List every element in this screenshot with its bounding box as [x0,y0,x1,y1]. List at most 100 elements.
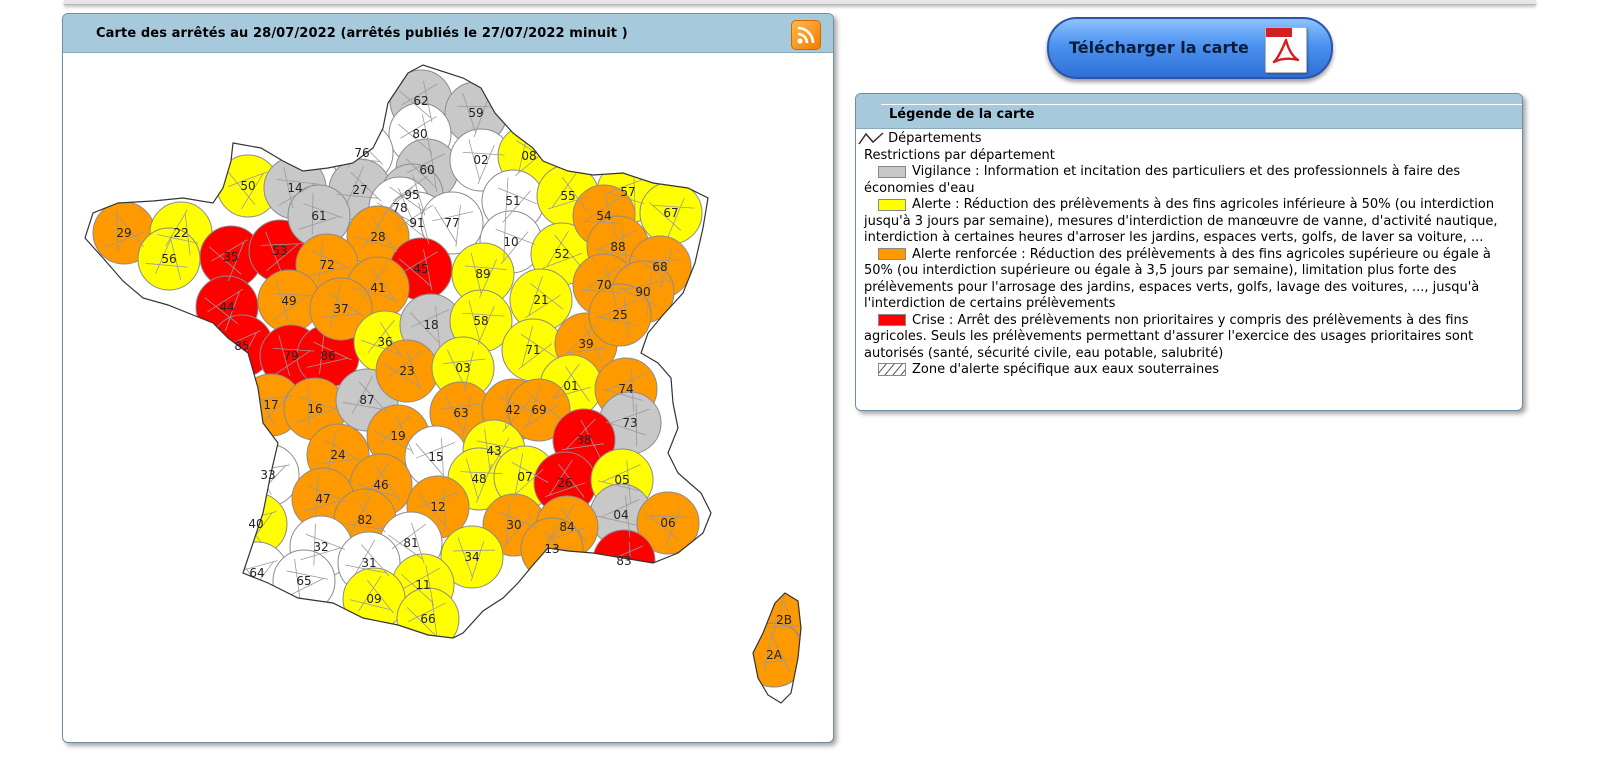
department-code-label: 2B [776,613,792,627]
basin-boundary-line [430,150,438,193]
basin-boundary-line [584,266,620,291]
basin-boundary-line [406,607,438,638]
basin-boundary-line [503,514,532,547]
department-code-label: 31 [361,556,376,570]
basin-boundary-line [444,394,464,434]
basin-boundary-line [435,305,441,348]
department-code-label: 10 [503,235,518,249]
basin-boundary-line [623,295,630,338]
map-title: Carte des arrêtés au 28/07/2022 (arrêtés… [96,26,628,41]
basin-boundary-line [770,635,791,673]
basin-boundary-line [392,175,428,202]
alerte-renforcee-swatch [878,248,906,260]
basin-boundary-line [761,625,801,628]
basin-boundary-line [423,249,433,291]
department-37[interactable] [309,277,373,341]
basin-boundary-line [607,177,648,194]
legend-item-crise: Crise : Arrêt des prélèvements non prior… [864,312,1474,361]
department-code-label: 01 [563,379,578,393]
basin-boundary-line [441,437,445,480]
basin-boundary-line [353,236,395,249]
basin-boundary-line [228,241,245,282]
download-map-button[interactable]: Télécharger la carte [1047,17,1333,79]
download-map-label: Télécharger la carte [1069,38,1249,57]
basin-boundary-line [583,323,603,363]
basin-boundary-line [596,515,639,526]
basin-boundary-line [502,399,531,432]
basin-boundary-line [597,480,639,492]
basin-boundary-line [415,442,456,459]
basin-boundary-line [276,179,319,185]
basin-boundary-line [283,166,294,208]
department-code-label: 07 [517,470,532,484]
department-code-label: 55 [560,189,575,203]
legend-departements-row: Départements [858,131,1518,148]
basin-boundary-line [604,195,617,237]
basin-boundary-line [358,575,382,612]
basin-boundary-line [753,658,794,666]
department-code-label: 46 [373,478,388,492]
basin-boundary-line [307,386,310,429]
department-code-label: 58 [473,314,488,328]
department-25[interactable] [588,283,652,347]
department-code-label: 27 [352,183,367,197]
department-77[interactable] [420,191,484,255]
basin-boundary-line [631,369,635,412]
basin-boundary-line [547,196,589,210]
department-code-label: 79 [283,349,298,363]
basin-boundary-line [763,631,773,673]
department-code-label: 05 [614,473,629,487]
department-code-label: 36 [377,335,392,349]
department-06[interactable] [636,491,700,555]
alerte-swatch [878,198,906,211]
department-code-label: 17 [263,398,278,412]
basin-boundary-line [477,305,495,345]
basin-boundary-line [527,393,562,420]
legend-item-alerte: Alerte : Réduction des prélèvements à de… [864,197,1498,245]
basin-boundary-line [505,386,509,429]
basin-boundary-line [521,325,534,367]
basin-boundary-line [353,287,395,300]
department-code-label: 61 [311,209,326,223]
department-code-label: 40 [248,517,263,531]
basin-boundary-line [364,462,390,497]
basin-boundary-line [403,567,441,589]
basin-boundary-line [270,293,313,297]
basin-boundary-line [432,211,474,222]
basin-boundary-line [417,492,458,509]
basin-boundary-line [542,252,583,269]
basin-boundary-line [302,499,344,512]
legend-panel: Légende de la carte Départements Restric… [855,93,1523,411]
basin-boundary-line [400,116,437,139]
department-code-label: 34 [464,550,479,564]
department-code-label: 66 [420,612,435,626]
department-code-label: 90 [635,285,650,299]
basin-boundary-line [397,187,416,227]
basin-boundary-line [548,459,573,496]
department-69[interactable] [507,378,571,442]
basin-boundary-line [318,241,324,284]
basin-boundary-line [406,350,422,391]
department-code-label: 39 [578,337,593,351]
basin-boundary-line [637,258,672,284]
basin-boundary-line [379,415,411,445]
department-code-label: 45 [413,262,428,276]
rss-feed-icon[interactable] [791,20,821,50]
basin-boundary-line [367,319,395,353]
basin-boundary-line [350,496,371,535]
department-34[interactable] [440,525,504,589]
basin-boundary-line [165,209,188,247]
basin-boundary-line [116,214,144,248]
department-code-label: 48 [471,472,486,486]
department-code-label: 04 [613,508,628,522]
department-code-label: 47 [315,492,330,506]
department-code-label: 41 [370,281,385,295]
department-code-label: 67 [663,206,678,220]
basin-boundary-line [155,235,173,274]
basin-boundary-line [565,366,590,402]
basin-boundary-line [156,234,199,244]
basin-boundary-line [431,599,438,638]
basin-boundary-line [285,578,325,598]
pdf-file-icon [1265,27,1307,73]
